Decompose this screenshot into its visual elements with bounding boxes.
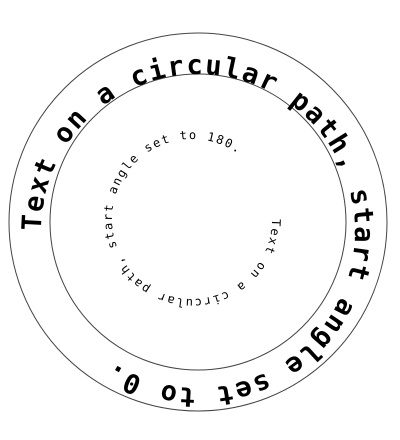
outer-circular-caption: Text on a circular path, start angle set… (17, 50, 379, 412)
inner-ring (49, 73, 347, 371)
outer-caption-text: Text on a circular path, start angle set… (17, 50, 379, 412)
inner-circular-caption: Text on a circular path, start angle set… (101, 128, 283, 310)
inner-caption-text: Text on a circular path, start angle set… (101, 128, 283, 310)
outer-ring (8, 32, 388, 412)
